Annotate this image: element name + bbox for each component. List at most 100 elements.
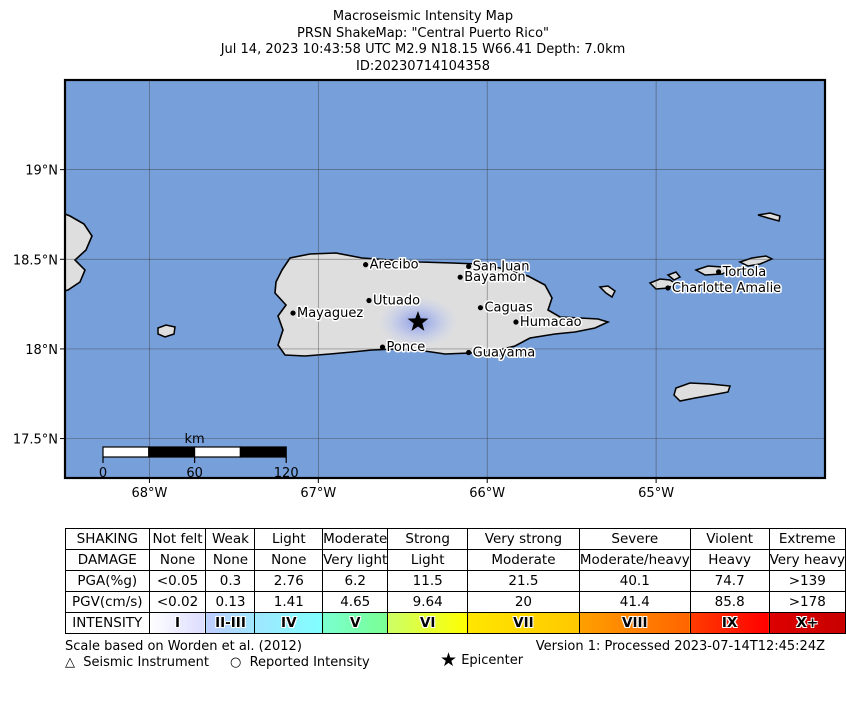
legend-cell: Very strong: [468, 529, 580, 550]
legend-cell: 1.41: [255, 592, 323, 613]
legend-cell: Extreme: [769, 529, 845, 550]
star-icon: ★: [440, 649, 457, 671]
city-label: Utuado: [373, 294, 420, 309]
legend-row: DAMAGE None None None Very light Light Moderat…: [66, 550, 846, 571]
city-label: Humacao: [520, 315, 582, 330]
city-label: Ponce: [387, 340, 426, 355]
intensity-label: V: [350, 615, 360, 631]
legend-cell: 21.5: [468, 571, 580, 592]
city-label: Caguas: [484, 301, 533, 316]
legend-row-label: DAMAGE: [66, 550, 150, 571]
legend-cell: Very heavy: [769, 550, 845, 571]
intensity-legend-table: SHAKING Not felt Weak Light Moderate Strong Ve…: [65, 528, 846, 634]
legend-cell: 85.8: [690, 592, 769, 613]
legend-cell: Not felt: [149, 529, 206, 550]
city-label: Guayama: [473, 346, 536, 361]
intensity-label: IV: [281, 615, 296, 631]
legend-intensity-row: INTENSITY I II-III IV V VI VII VIII IX X+: [66, 613, 846, 634]
city-dot: [716, 269, 721, 274]
lat-label: 17.5°N: [13, 433, 58, 448]
legend-cell: 0.3: [206, 571, 255, 592]
legend-cell: None: [255, 550, 323, 571]
city-label: Arecibo: [370, 258, 419, 273]
legend-cell: 2.76: [255, 571, 323, 592]
scale-note: Scale based on Worden et al. (2012): [65, 639, 302, 655]
city-dot: [466, 350, 471, 355]
intensity-swatch: VI: [388, 613, 468, 634]
legend-row: PGV(cm/s) <0.02 0.13 1.41 4.65 9.64 20 41.4 85.8…: [66, 592, 846, 613]
city-label: Charlotte Amalie: [672, 281, 781, 296]
intensity-label: X+: [796, 615, 818, 631]
city-dot: [478, 305, 483, 310]
legend-row: PGA(%g) <0.05 0.3 2.76 6.2 11.5 21.5 40.1 74.7 >1…: [66, 571, 846, 592]
intensity-label: IX: [722, 615, 737, 631]
legend-epicenter: ★ Epicenter: [440, 652, 523, 669]
intensity-swatch: VII: [468, 613, 580, 634]
city-label: Tortola: [722, 265, 767, 280]
city-label: Bayamon: [464, 270, 525, 285]
legend-cell: >178: [769, 592, 845, 613]
city-dot: [513, 319, 518, 324]
legend-reported: ○ Reported Intensity: [230, 655, 370, 671]
legend-cell: 20: [468, 592, 580, 613]
legend-cell: 0.13: [206, 592, 255, 613]
legend-row-label: PGA(%g): [66, 571, 150, 592]
city-dot: [665, 285, 670, 290]
city-dot: [380, 345, 385, 350]
lat-label: 18°N: [25, 343, 58, 358]
intensity-swatch: II-III: [206, 613, 255, 634]
legend-row: SHAKING Not felt Weak Light Moderate Strong Ve…: [66, 529, 846, 550]
intensity-swatch: IX: [690, 613, 769, 634]
legend-cell: Light: [255, 529, 323, 550]
scale-segment: [103, 447, 149, 457]
lon-label: 67°W: [300, 486, 336, 501]
intensity-label: VIII: [622, 615, 648, 631]
legend-cell: <0.05: [149, 571, 206, 592]
legend-reported-label: Reported Intensity: [250, 655, 370, 670]
scale-title: km: [184, 432, 204, 447]
legend-cell: Moderate: [323, 529, 388, 550]
intensity-swatch: X+: [769, 613, 845, 634]
lon-label: 66°W: [469, 486, 505, 501]
city-dot: [458, 275, 463, 280]
legend-row-label: PGV(cm/s): [66, 592, 150, 613]
intensity-swatch: VIII: [579, 613, 690, 634]
legend-cell: Severe: [579, 529, 690, 550]
lon-label: 68°W: [131, 486, 167, 501]
intensity-label: I: [175, 615, 180, 631]
triangle-icon: △: [65, 655, 75, 670]
intensity-label: VII: [513, 615, 534, 631]
legend-cell: None: [149, 550, 206, 571]
legend-cell: Moderate/heavy: [579, 550, 690, 571]
intensity-swatch: I: [149, 613, 206, 634]
legend-cell: 74.7: [690, 571, 769, 592]
legend-cell: Light: [388, 550, 468, 571]
legend-row-label: INTENSITY: [66, 613, 150, 634]
intensity-label: VI: [420, 615, 435, 631]
legend-epicenter-label: Epicenter: [461, 653, 523, 668]
legend-cell: Weak: [206, 529, 255, 550]
legend-instrument-label: Seismic Instrument: [83, 655, 209, 670]
lon-label: 65°W: [638, 486, 674, 501]
lat-label: 18.5°N: [13, 253, 58, 268]
scale-segment: [195, 447, 241, 457]
legend-cell: 40.1: [579, 571, 690, 592]
legend-cell: 11.5: [388, 571, 468, 592]
legend-cell: 4.65: [323, 592, 388, 613]
legend-cell: None: [206, 550, 255, 571]
scale-segment: [240, 447, 286, 457]
legend-cell: >139: [769, 571, 845, 592]
city-dot: [366, 298, 371, 303]
city-dot: [466, 264, 471, 269]
legend-row-label: SHAKING: [66, 529, 150, 550]
city-dot: [363, 262, 368, 267]
version-note: Version 1: Processed 2023-07-14T12:45:24…: [536, 639, 825, 655]
legend-cell: Very light: [323, 550, 388, 571]
city-label: Mayaguez: [297, 306, 363, 321]
legend-cell: 41.4: [579, 592, 690, 613]
legend-cell: Strong: [388, 529, 468, 550]
legend-instrument: △ Seismic Instrument: [65, 655, 209, 671]
legend-cell: 9.64: [388, 592, 468, 613]
legend-cell: Heavy: [690, 550, 769, 571]
